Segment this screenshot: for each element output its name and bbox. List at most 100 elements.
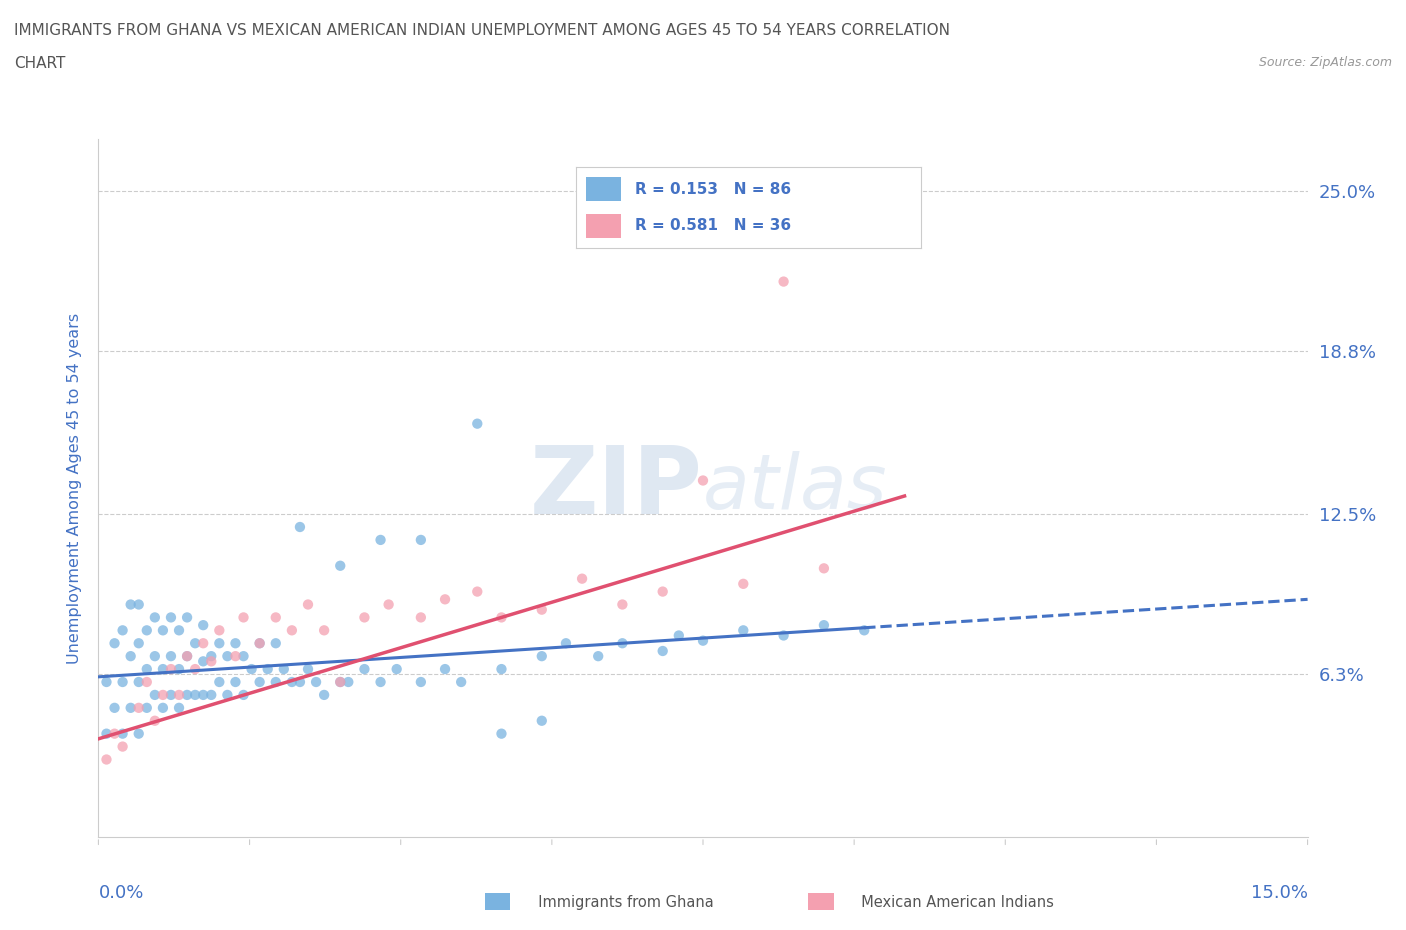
Point <box>491 661 513 676</box>
Point <box>314 687 336 702</box>
Point <box>370 533 392 548</box>
Point <box>193 636 215 651</box>
Point <box>853 623 876 638</box>
Point <box>111 623 134 638</box>
Point <box>409 610 432 625</box>
Point <box>329 674 352 689</box>
Point <box>733 577 755 591</box>
Point <box>111 739 134 754</box>
Point <box>167 623 190 638</box>
Point <box>176 649 198 664</box>
Point <box>297 597 319 612</box>
Point <box>377 597 399 612</box>
Point <box>586 649 609 664</box>
Point <box>491 610 513 625</box>
Point <box>651 584 673 599</box>
Y-axis label: Unemployment Among Ages 45 to 54 years: Unemployment Among Ages 45 to 54 years <box>66 312 82 664</box>
Point <box>409 674 432 689</box>
Point <box>176 610 198 625</box>
Point <box>249 636 271 651</box>
Point <box>337 674 360 689</box>
Point <box>224 674 246 689</box>
Point <box>530 649 553 664</box>
Point <box>273 661 295 676</box>
Text: 15.0%: 15.0% <box>1250 884 1308 901</box>
Text: Immigrants from Ghana: Immigrants from Ghana <box>492 895 714 910</box>
Point <box>612 597 634 612</box>
Point <box>249 674 271 689</box>
Point <box>200 649 222 664</box>
Point <box>232 610 254 625</box>
Point <box>128 674 150 689</box>
Point <box>571 571 593 586</box>
Point <box>103 726 125 741</box>
Point <box>135 661 157 676</box>
Point <box>103 636 125 651</box>
Point <box>612 636 634 651</box>
Text: Source: ZipAtlas.com: Source: ZipAtlas.com <box>1258 56 1392 69</box>
Point <box>217 649 239 664</box>
Point <box>160 649 183 664</box>
Point <box>160 610 183 625</box>
Text: 0.0%: 0.0% <box>98 884 143 901</box>
Point <box>120 597 142 612</box>
Point <box>264 674 287 689</box>
Point <box>297 661 319 676</box>
Point <box>465 584 488 599</box>
Point <box>224 649 246 664</box>
Point <box>176 687 198 702</box>
Point <box>813 561 835 576</box>
Point <box>152 687 174 702</box>
Point <box>530 603 553 618</box>
Point <box>143 687 166 702</box>
Point <box>305 674 328 689</box>
Point <box>200 654 222 669</box>
Point <box>152 700 174 715</box>
Point <box>96 752 118 767</box>
Point <box>167 687 190 702</box>
Point <box>96 674 118 689</box>
Point <box>224 636 246 651</box>
Point <box>256 661 278 676</box>
Text: atlas: atlas <box>703 451 887 525</box>
Point <box>200 687 222 702</box>
Point <box>184 636 207 651</box>
Point <box>281 674 304 689</box>
Point <box>176 649 198 664</box>
Point <box>120 649 142 664</box>
Point <box>240 661 263 676</box>
Point <box>208 636 231 651</box>
Point <box>434 591 457 606</box>
Point <box>232 687 254 702</box>
Point <box>329 558 352 573</box>
Point <box>167 661 190 676</box>
Point <box>143 610 166 625</box>
Point <box>434 661 457 676</box>
Point <box>692 633 714 648</box>
Point <box>450 674 472 689</box>
Point <box>232 649 254 664</box>
Point <box>465 417 488 432</box>
Point <box>135 700 157 715</box>
Point <box>772 274 794 289</box>
Point <box>128 700 150 715</box>
Point <box>668 628 690 643</box>
Point <box>288 674 311 689</box>
Text: CHART: CHART <box>14 56 66 71</box>
Point <box>208 674 231 689</box>
Point <box>184 687 207 702</box>
Point <box>651 644 673 658</box>
Point <box>530 713 553 728</box>
Point <box>491 726 513 741</box>
Point <box>135 674 157 689</box>
Point <box>733 623 755 638</box>
Point <box>128 636 150 651</box>
Point <box>167 700 190 715</box>
Point <box>111 726 134 741</box>
Point <box>160 687 183 702</box>
Point <box>813 618 835 632</box>
Point <box>152 661 174 676</box>
Point <box>353 610 375 625</box>
Point <box>184 661 207 676</box>
Point <box>314 623 336 638</box>
